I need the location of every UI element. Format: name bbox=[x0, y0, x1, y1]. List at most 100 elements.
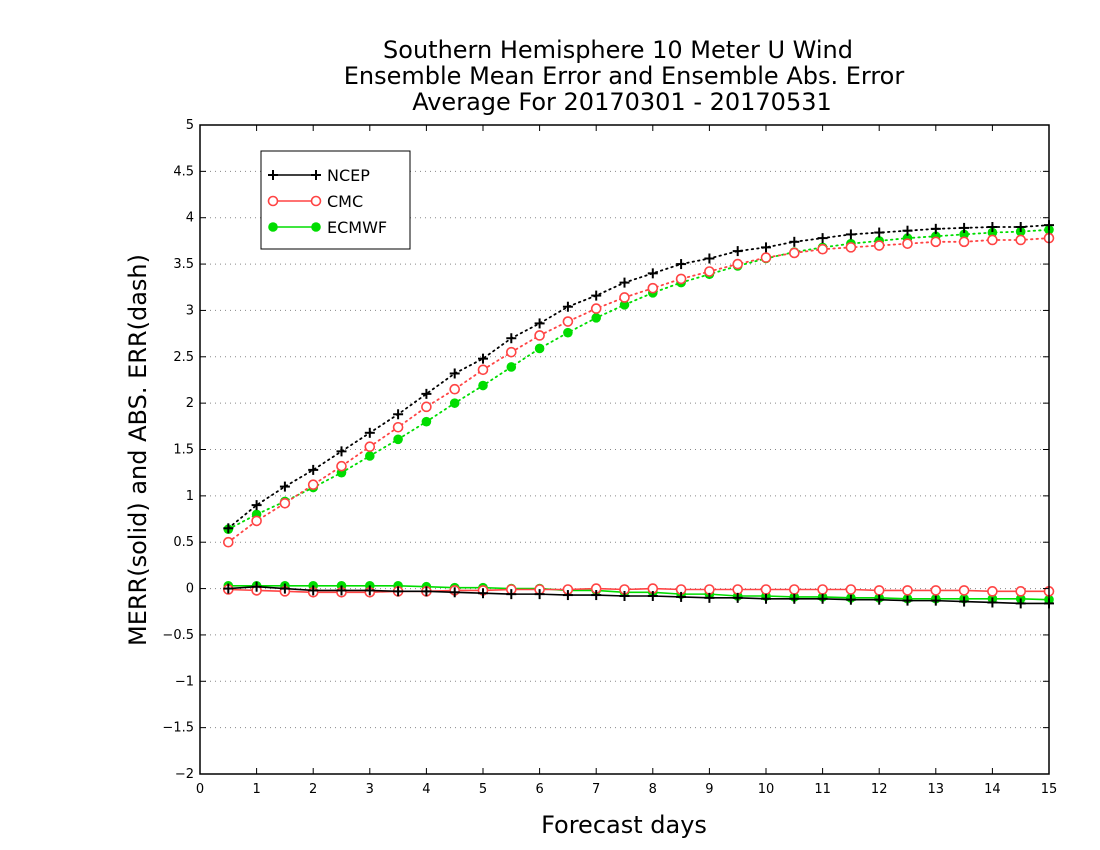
abs-error-point-ncep bbox=[704, 253, 715, 264]
legend-label: NCEP bbox=[327, 166, 370, 185]
abs-error-point-ecmwf bbox=[591, 313, 601, 323]
x-tick-label: 15 bbox=[1041, 782, 1058, 797]
legend-items: NCEP CMC ECMWF bbox=[267, 166, 387, 237]
abs-error-point-ncep bbox=[591, 290, 602, 301]
y-tick-label: 3.5 bbox=[173, 257, 194, 272]
mean-error-point-ncep bbox=[676, 591, 687, 602]
x-tick-label: 7 bbox=[592, 782, 600, 797]
abs-error-point-ncep bbox=[987, 221, 998, 232]
abs-error-point-cmc bbox=[647, 282, 659, 294]
mean-error-point-ncep bbox=[251, 581, 262, 592]
y-tick-label: −0.5 bbox=[162, 628, 194, 643]
mean-error-point-ncep bbox=[959, 596, 970, 607]
abs-error-point-ncep bbox=[506, 333, 517, 344]
mean-error-point-ncep bbox=[987, 597, 998, 608]
mean-error-point-cmc bbox=[987, 586, 998, 597]
y-tick-label: 2 bbox=[186, 396, 194, 411]
legend-item-ecmwf: ECMWF bbox=[268, 218, 387, 237]
mean-error-point-ncep bbox=[562, 590, 573, 601]
y-axis-label: MERR(solid) and ABS. ERR(dash) bbox=[124, 254, 152, 646]
mean-error-point-cmc bbox=[845, 584, 857, 595]
mean-error-point-ncep bbox=[421, 586, 432, 597]
mean-error-point-cmc bbox=[704, 584, 715, 595]
abs-error-point-cmc bbox=[223, 536, 234, 548]
abs-error-point-ncep bbox=[393, 409, 404, 420]
abs-error-point-cmc bbox=[788, 247, 800, 259]
abs-error-point-ncep bbox=[534, 318, 545, 329]
mean-error-point-ncep bbox=[308, 585, 319, 596]
mean-error-point-ncep bbox=[647, 590, 658, 601]
x-tick-label: 1 bbox=[252, 782, 260, 797]
abs-error-point-ncep bbox=[421, 388, 432, 399]
legend-item-cmc: CMC bbox=[267, 192, 363, 211]
abs-error-point-ecmwf bbox=[534, 343, 545, 354]
abs-error-point-ecmwf bbox=[478, 380, 488, 391]
x-tick-label: 13 bbox=[928, 782, 945, 797]
legend: NCEP CMC ECMWF bbox=[260, 150, 411, 250]
abs-error-point-ecmwf bbox=[506, 362, 517, 372]
mean-error-point-ncep bbox=[478, 588, 488, 599]
series-ncep bbox=[223, 220, 1054, 609]
abs-error-point-cmc bbox=[817, 243, 828, 255]
mean-error-point-cmc bbox=[873, 585, 885, 596]
abs-error-point-ecmwf bbox=[393, 434, 403, 445]
abs-error-point-ncep bbox=[789, 236, 800, 247]
abs-error-point-ecmwf bbox=[563, 327, 573, 338]
mean-error-point-ncep bbox=[902, 595, 913, 606]
x-axis-label: Forecast days bbox=[541, 811, 707, 839]
plot-frame bbox=[199, 124, 1050, 775]
abs-error-point-cmc bbox=[845, 242, 857, 253]
abs-error-point-ncep bbox=[817, 233, 828, 244]
legend-marker bbox=[268, 222, 278, 232]
x-tick-label: 11 bbox=[814, 782, 831, 797]
abs-error-point-ncep bbox=[647, 268, 658, 279]
abs-error-point-cmc bbox=[619, 292, 630, 303]
legend-item-ncep: NCEP bbox=[268, 166, 370, 185]
abs-error-point-cmc bbox=[279, 497, 291, 509]
abs-error-point-cmc bbox=[336, 460, 347, 472]
abs-error-point-ncep bbox=[874, 227, 885, 238]
mean-error-point-ncep bbox=[874, 594, 885, 605]
abs-error-point-ecmwf bbox=[959, 229, 969, 240]
mean-error-point-ncep bbox=[364, 585, 375, 596]
abs-error-point-ecmwf bbox=[449, 398, 460, 408]
x-tick-label: 6 bbox=[535, 782, 543, 797]
y-tick-label: −1 bbox=[175, 674, 194, 689]
abs-error-line-ncep bbox=[227, 224, 1050, 530]
title-line-2: Ensemble Mean Error and Ensemble Abs. Er… bbox=[344, 62, 905, 90]
y-tick-label: −2 bbox=[175, 767, 194, 782]
legend-box bbox=[260, 150, 411, 250]
y-tick-label: 3 bbox=[186, 303, 194, 318]
abs-error-point-cmc bbox=[251, 515, 262, 527]
abs-error-point-cmc bbox=[421, 401, 432, 413]
x-tick-label: 4 bbox=[422, 782, 430, 797]
abs-error-point-cmc bbox=[505, 346, 517, 358]
abs-error-point-cmc bbox=[704, 266, 715, 277]
y-tick-label: 0 bbox=[186, 582, 194, 597]
abs-error-point-cmc bbox=[902, 238, 913, 249]
abs-error-point-cmc bbox=[987, 234, 998, 246]
abs-error-point-ecmwf bbox=[619, 300, 630, 310]
mean-error-point-ncep bbox=[506, 589, 517, 600]
abs-error-point-ncep bbox=[619, 277, 630, 288]
abs-error-point-ncep bbox=[279, 481, 290, 492]
mean-error-point-ncep bbox=[930, 595, 941, 606]
mean-error-point-ncep bbox=[336, 585, 347, 596]
x-tick-label: 5 bbox=[479, 782, 487, 797]
abs-error-line-ecmwf bbox=[227, 228, 1050, 531]
mean-error-point-ncep bbox=[761, 593, 771, 604]
abs-error-point-cmc bbox=[449, 383, 461, 395]
abs-error-point-ncep bbox=[959, 222, 970, 233]
abs-error-point-ncep bbox=[336, 446, 347, 457]
legend-marker bbox=[268, 170, 278, 180]
mean-error-point-cmc bbox=[1015, 586, 1027, 597]
y-tick-label: 0.5 bbox=[173, 535, 194, 550]
abs-error-point-ncep bbox=[930, 223, 941, 234]
mean-error-point-ncep bbox=[591, 590, 602, 601]
y-tick-label: 1 bbox=[186, 489, 194, 504]
mean-error-point-cmc bbox=[760, 584, 772, 595]
y-tick-label: 4.5 bbox=[173, 164, 194, 179]
mean-error-point-ncep bbox=[817, 593, 828, 604]
abs-error-point-ncep bbox=[364, 427, 375, 438]
abs-error-point-cmc bbox=[930, 236, 942, 248]
